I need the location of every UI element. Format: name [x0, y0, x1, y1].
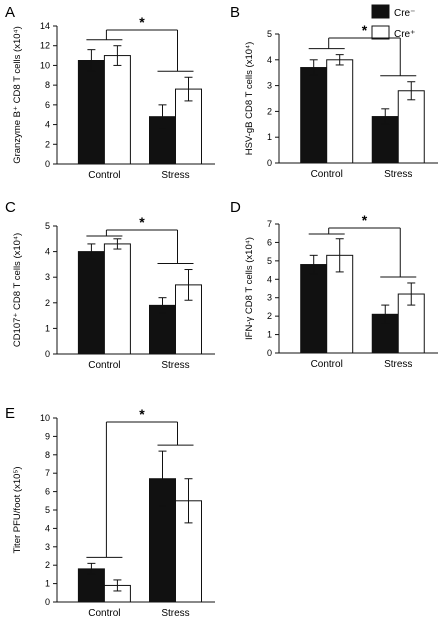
bar-cre-minus-control — [300, 67, 328, 164]
y-tick-label: 5 — [45, 221, 50, 231]
y-tick-label: 10 — [40, 60, 50, 70]
significance-star: * — [139, 214, 145, 230]
y-tick-label: 2 — [45, 139, 50, 149]
y-tick-label: 0 — [267, 158, 272, 168]
panel-letter: E — [5, 405, 15, 422]
panel-d: D 0 1 2 3 4 5 6 7 IFN-γ CD8 T cells (x10⁴) Control… — [230, 199, 438, 370]
y-tick-label: 2 — [267, 106, 272, 116]
bar-cre-minus-control — [77, 251, 105, 355]
legend: Cre⁻ Cre⁺ — [371, 4, 415, 40]
y-tick-label: 5 — [267, 256, 272, 266]
y-tick-label: 8 — [45, 80, 50, 90]
y-tick-label: 14 — [40, 21, 50, 31]
legend-swatch-cre-plus — [371, 25, 390, 40]
y-tick-label: 5 — [45, 505, 50, 515]
bar-cre-plus-control — [103, 55, 131, 165]
y-axis-label: IFN-γ CD8 T cells (x10⁴) — [244, 237, 255, 340]
x-category-label: Control — [88, 360, 120, 371]
panel-letter: D — [230, 199, 241, 216]
panel-letter: C — [5, 199, 16, 216]
y-tick-label: 4 — [267, 55, 272, 65]
bar-cre-minus-control — [300, 264, 328, 354]
legend-label-cre-plus: Cre⁺ — [394, 29, 415, 40]
panel-letter: B — [230, 4, 240, 21]
significance-star: * — [362, 22, 368, 38]
legend-swatch-cre-minus — [371, 4, 390, 19]
y-tick-label: 3 — [267, 81, 272, 91]
y-tick-label: 0 — [45, 349, 50, 359]
y-tick-label: 4 — [45, 247, 50, 257]
y-tick-label: 0 — [45, 597, 50, 607]
y-tick-label: 0 — [45, 159, 50, 169]
panel-b: B 0 1 2 3 4 5 HSV-gB CD8 T cells (x10⁴) Control S… — [230, 4, 438, 180]
y-tick-label: 4 — [267, 274, 272, 284]
y-tick-label: 1 — [45, 579, 50, 589]
significance-star: * — [362, 212, 368, 228]
bar-cre-plus-control — [326, 59, 354, 164]
y-tick-label: 2 — [45, 560, 50, 570]
x-category-label: Control — [88, 608, 120, 619]
y-axis-label: Titer PFU/foot (x10⁵) — [12, 467, 23, 554]
x-category-label: Stress — [384, 359, 412, 370]
y-axis-label: HSV-gB CD8 T cells (x10⁴) — [244, 42, 255, 156]
y-tick-label: 7 — [267, 219, 272, 229]
x-category-label: Control — [311, 169, 343, 180]
y-tick-label: 6 — [45, 100, 50, 110]
y-tick-label: 4 — [45, 120, 50, 130]
y-tick-label: 8 — [45, 450, 50, 460]
x-category-label: Control — [311, 359, 343, 370]
y-tick-label: 2 — [267, 311, 272, 321]
y-tick-label: 3 — [267, 293, 272, 303]
y-tick-label: 3 — [45, 272, 50, 282]
panel-c: C 0 1 2 3 4 5 CD107⁺ CD8 T cells (x10⁴) Control S… — [5, 199, 215, 371]
y-tick-label: 12 — [40, 41, 50, 51]
y-tick-label: 7 — [45, 468, 50, 478]
bar-cre-plus-stress — [397, 90, 425, 164]
y-tick-label: 3 — [45, 542, 50, 552]
y-tick-label: 9 — [45, 431, 50, 441]
x-category-label: Stress — [161, 360, 189, 371]
y-tick-label: 0 — [267, 348, 272, 358]
panel-e: E 0 1 2 3 4 5 6 7 8 9 10 Titer PFU/foot (x10⁵) Contro… — [5, 405, 215, 619]
bar-cre-plus-control — [103, 243, 131, 355]
x-category-label: Stress — [384, 169, 412, 180]
y-tick-label: 5 — [267, 29, 272, 39]
x-category-label: Control — [88, 170, 120, 181]
y-axis-label: Granzyme B⁺ CD8 T cells (x10⁴) — [12, 26, 23, 164]
panel-a: A 0 2 4 6 8 10 12 14 Granzyme B⁺ CD8 T cells (x10… — [5, 4, 215, 181]
y-axis-label: CD107⁺ CD8 T cells (x10⁴) — [12, 233, 23, 347]
y-tick-label: 1 — [45, 323, 50, 333]
y-tick-label: 1 — [267, 330, 272, 340]
y-tick-label: 4 — [45, 523, 50, 533]
x-category-label: Stress — [161, 170, 189, 181]
panel-letter: A — [5, 4, 15, 21]
significance-star: * — [139, 14, 145, 30]
significance-star: * — [139, 406, 145, 422]
y-tick-label: 1 — [267, 132, 272, 142]
y-tick-label: 6 — [45, 487, 50, 497]
bar-cre-minus-control — [77, 60, 105, 165]
y-tick-label: 10 — [40, 413, 50, 423]
legend-label-cre-minus: Cre⁻ — [394, 8, 415, 19]
y-tick-label: 6 — [267, 237, 272, 247]
bar-cre-plus-stress — [175, 88, 202, 165]
x-category-label: Stress — [161, 608, 189, 619]
y-tick-label: 2 — [45, 298, 50, 308]
